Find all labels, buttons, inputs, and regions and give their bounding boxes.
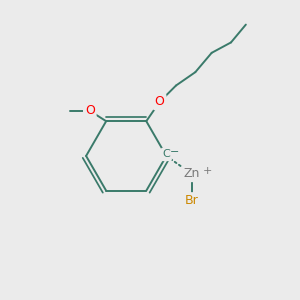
Text: −: − (170, 147, 179, 158)
Text: +: + (203, 166, 213, 176)
Text: O: O (85, 104, 95, 117)
Text: Br: Br (185, 194, 199, 207)
Text: Zn: Zn (183, 167, 200, 180)
Text: O: O (155, 95, 165, 108)
Text: C: C (163, 149, 170, 160)
